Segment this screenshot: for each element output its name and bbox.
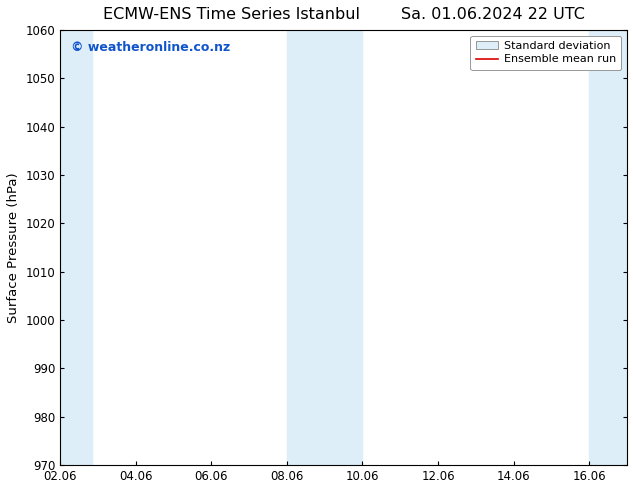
Bar — [589, 30, 627, 465]
Bar — [287, 30, 325, 465]
Text: © weatheronline.co.nz: © weatheronline.co.nz — [72, 41, 231, 54]
Legend: Standard deviation, Ensemble mean run: Standard deviation, Ensemble mean run — [470, 36, 621, 70]
Bar — [60, 30, 92, 465]
Bar — [325, 30, 363, 465]
Y-axis label: Surface Pressure (hPa): Surface Pressure (hPa) — [7, 172, 20, 323]
Title: ECMW-ENS Time Series Istanbul        Sa. 01.06.2024 22 UTC: ECMW-ENS Time Series Istanbul Sa. 01.06.… — [103, 7, 585, 22]
